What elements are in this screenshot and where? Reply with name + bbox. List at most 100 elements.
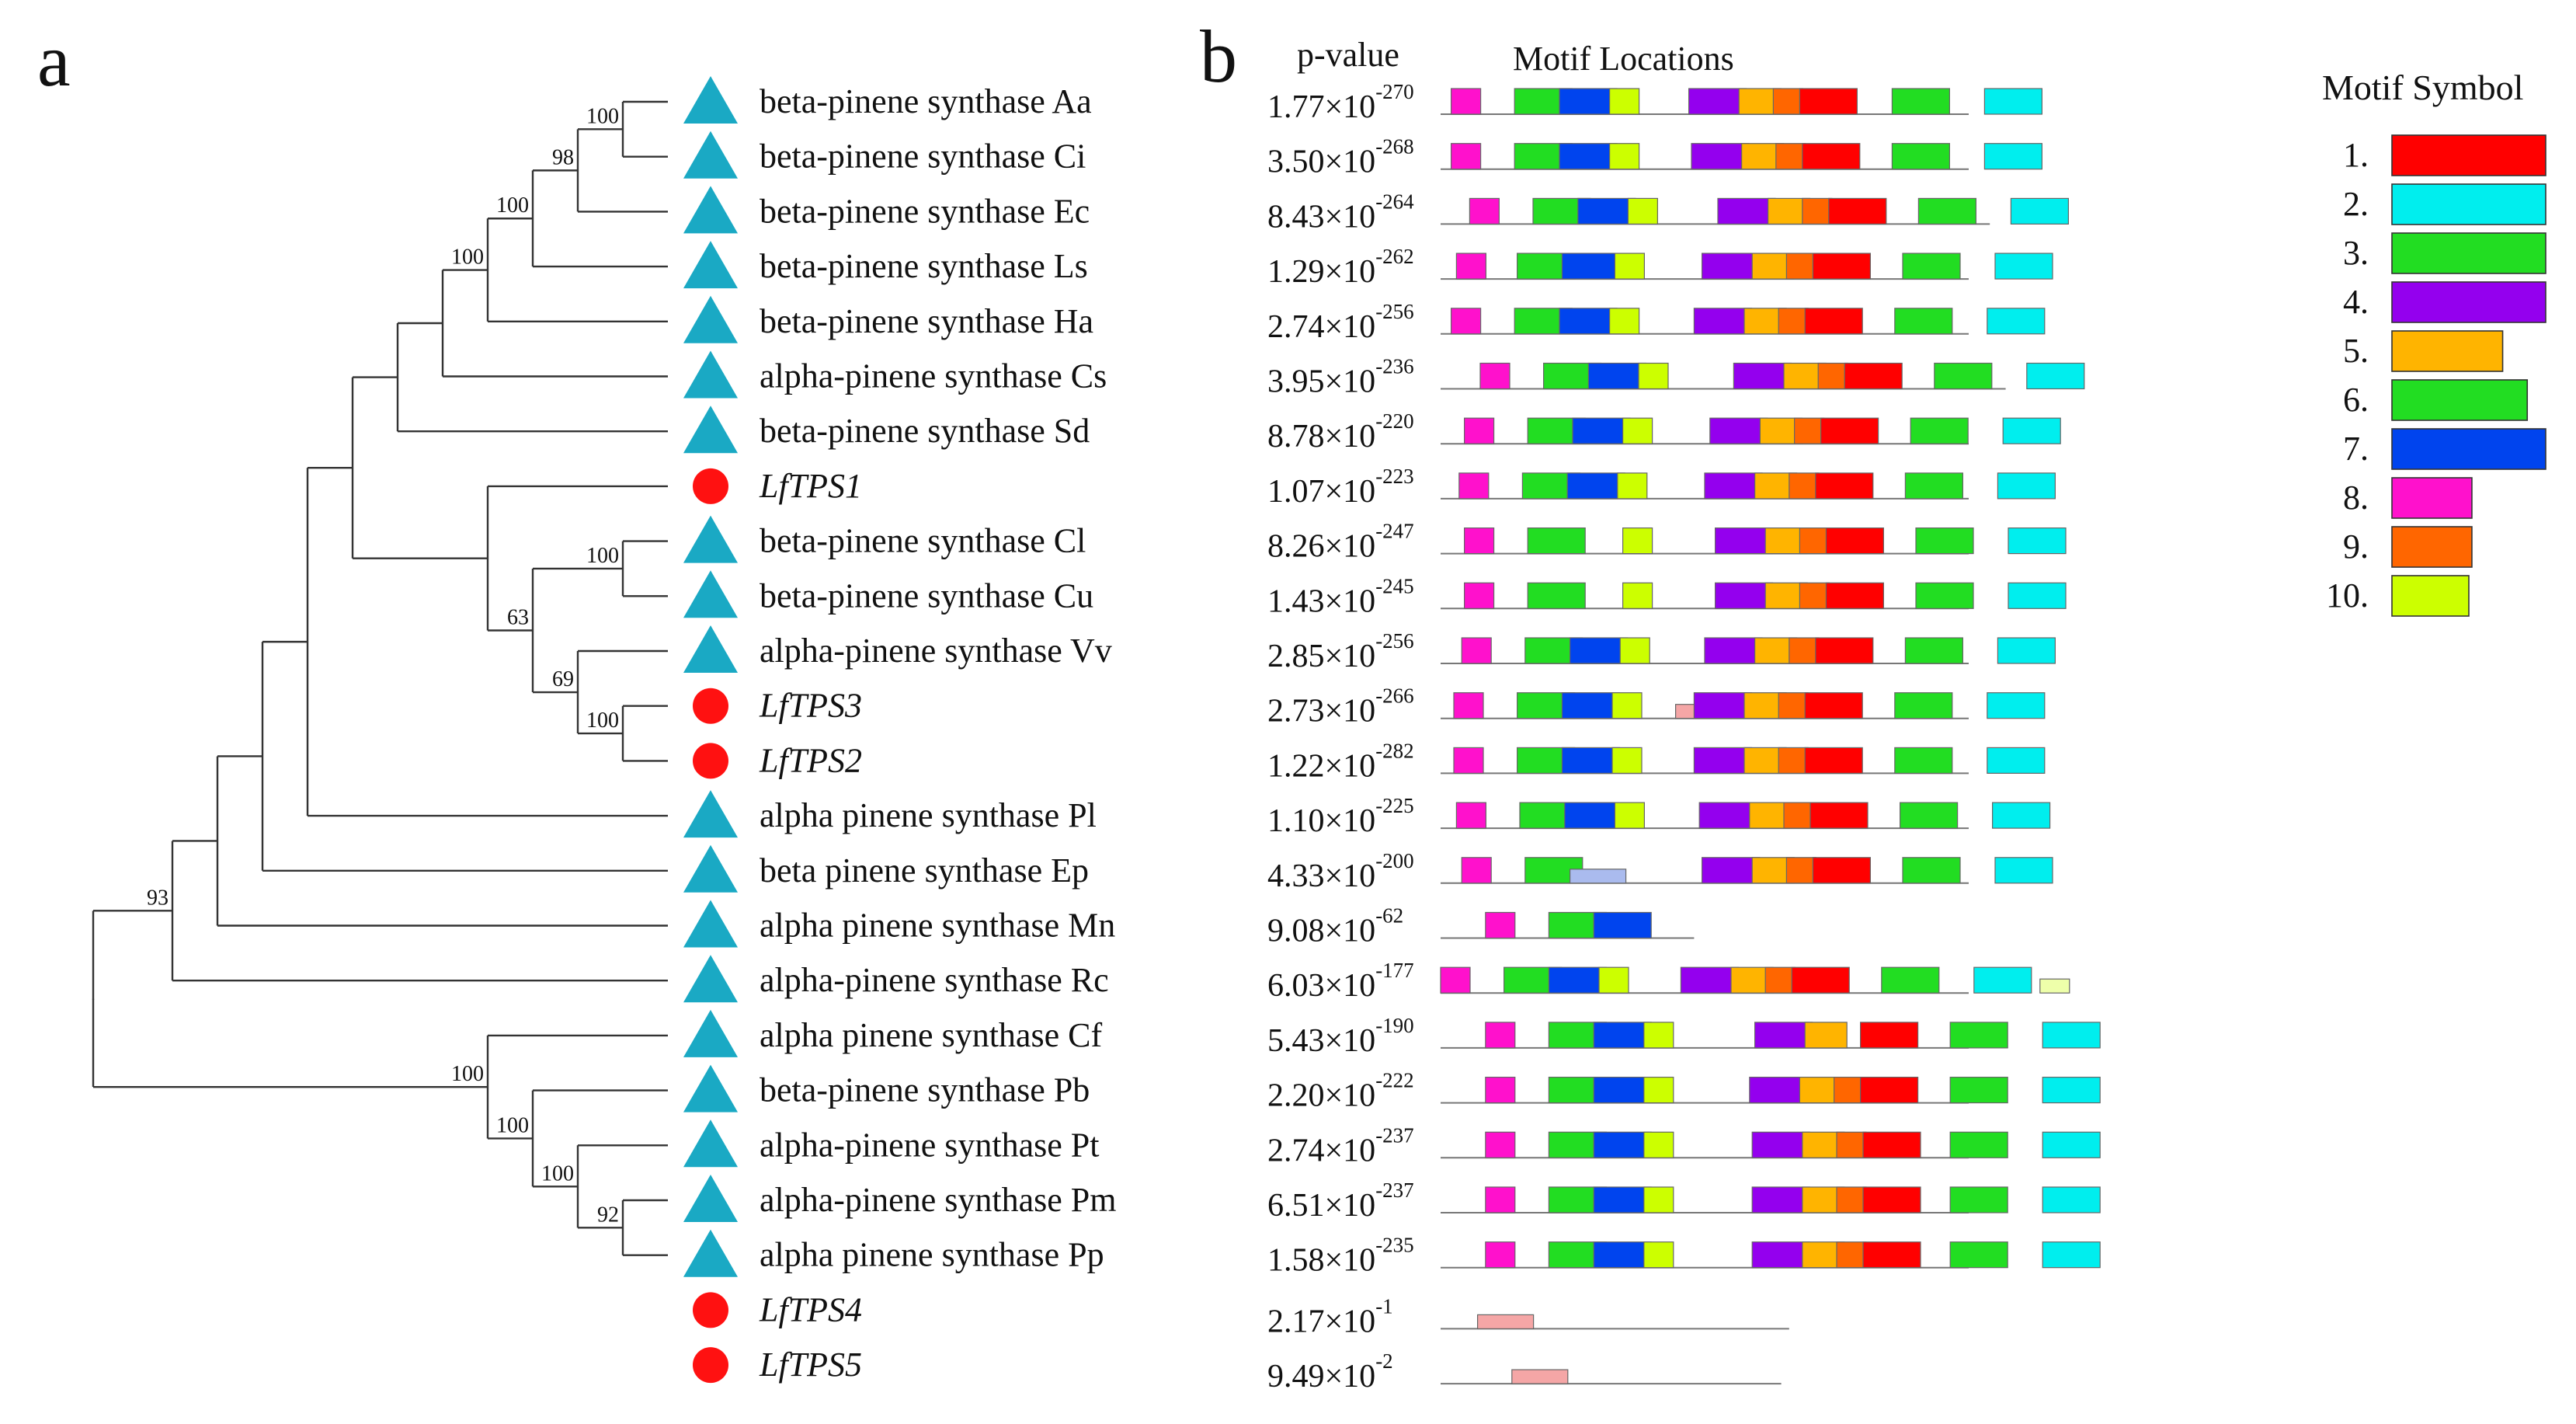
motif-block: [1994, 252, 2053, 280]
motif-legend-swatch: [2391, 330, 2504, 372]
triangle-marker-icon: [683, 1119, 738, 1168]
p-value-label: 9.49×10-2: [1267, 1349, 1393, 1394]
motif-block: [1622, 527, 1653, 555]
motif-block: [1715, 582, 1774, 609]
motif-block: [1617, 472, 1648, 500]
bootstrap-value: 98: [552, 145, 574, 169]
p-value-label: 2.85×10-256: [1267, 629, 1414, 674]
taxon-label: alpha pinene synthase Pp: [760, 1236, 1104, 1274]
triangle-marker-icon: [683, 1064, 738, 1112]
triangle-marker-icon: [683, 1009, 738, 1057]
motif-legend-label: 3.: [2343, 234, 2369, 272]
motif-block: [1593, 1022, 1652, 1049]
motif-block: [1453, 692, 1484, 719]
motif-block: [1450, 88, 1482, 115]
motif-block: [1643, 1131, 1674, 1158]
phylogenetic-tree: 100 98 100 100 100 100 69 63 93 92 100 100 100: [92, 100, 668, 1256]
motif-block: [1828, 197, 1887, 225]
taxon-label: beta-pinene synthase Cu: [760, 576, 1093, 615]
motif-block: [1643, 1076, 1674, 1104]
motif-legend-label: 2.: [2343, 185, 2369, 223]
motif-block: [1894, 747, 1953, 775]
bootstrap-value: 69: [552, 667, 574, 691]
motif-block: [1691, 143, 1750, 170]
motif-block: [1440, 966, 1471, 994]
bootstrap-value: 100: [451, 245, 484, 270]
motif-block: [1949, 1076, 2008, 1104]
motif-block: [1812, 857, 1871, 884]
motif-legend: 1. 2. 3. 4. 5. 6. 7. 8. 9. 10.: [2326, 134, 2546, 617]
bootstrap-value: 100: [541, 1161, 574, 1186]
taxa-labels: beta-pinene synthase Aa beta-pinene synth…: [683, 76, 1116, 1384]
motif-block: [1902, 252, 1961, 280]
circle-marker-icon: [693, 688, 728, 724]
motif-block: [1614, 802, 1645, 829]
taxon-label: beta-pinene synthase Ha: [760, 302, 1093, 340]
motif-block: [1983, 88, 2042, 115]
triangle-marker-icon: [683, 515, 738, 563]
motif-block: [1997, 472, 2056, 500]
motif-legend-swatch: [2391, 232, 2546, 274]
bootstrap-value: 92: [597, 1203, 619, 1227]
panel-label-b: b: [1200, 15, 1237, 98]
motif-block: [1643, 1186, 1674, 1213]
motif-legend-label: 1.: [2343, 136, 2369, 174]
motif-block: [2042, 1131, 2101, 1158]
motif-block: [1485, 1022, 1516, 1049]
motif-block: [1900, 802, 1959, 829]
motif-block: [1844, 362, 1903, 390]
motif-block: [1698, 802, 1757, 829]
taxon-label: alpha pinene synthase Mn: [760, 907, 1115, 945]
motif-block: [1569, 869, 1627, 884]
motif-block: [1794, 417, 1825, 444]
taxon-label: LfTPS2: [759, 741, 862, 779]
circle-marker-icon: [693, 743, 728, 779]
motif-block: [2042, 1022, 2101, 1049]
motif-block: [1815, 637, 1874, 664]
motif-block: [1461, 637, 1492, 664]
motif-legend-label: 5.: [2343, 332, 2369, 370]
motif-block: [1643, 1241, 1674, 1269]
motif-block: [1450, 308, 1482, 335]
triangle-marker-icon: [683, 295, 738, 343]
motif-block: [1749, 1076, 1808, 1104]
taxon-label: LfTPS4: [759, 1290, 862, 1328]
p-value-label: 6.51×10-237: [1267, 1179, 1414, 1224]
motif-block: [1463, 527, 1495, 555]
p-value-label: 3.95×10-236: [1267, 355, 1414, 400]
motif-block: [1891, 143, 1950, 170]
triangle-marker-icon: [683, 790, 738, 838]
p-value-label: 5.43×10-190: [1267, 1014, 1414, 1059]
taxon-label: alpha-pinene synthase Rc: [760, 961, 1109, 999]
triangle-marker-icon: [683, 406, 738, 454]
motif-block: [1836, 1186, 1867, 1213]
triangle-marker-icon: [683, 844, 738, 893]
motif-block: [1559, 88, 1618, 115]
motif-block: [1619, 637, 1650, 664]
motif-block: [1704, 637, 1763, 664]
taxon-label: beta-pinene synthase Cl: [760, 522, 1086, 560]
motif-block: [1860, 1022, 1919, 1049]
motif-block: [2042, 1186, 2101, 1213]
bootstrap-value: 100: [586, 104, 619, 128]
motif-block: [2008, 582, 2067, 609]
motif-block: [2039, 978, 2070, 994]
motif-block: [1997, 637, 2056, 664]
taxon-label: LfTPS3: [759, 687, 862, 725]
motif-block: [1778, 308, 1809, 335]
motif-block: [1783, 802, 1814, 829]
motif-block: [1577, 197, 1636, 225]
taxon-label: beta-pinene synthase Sd: [760, 412, 1090, 450]
motif-legend-label: 7.: [2343, 430, 2369, 468]
motif-block: [1598, 966, 1629, 994]
bootstrap-value: 100: [496, 193, 529, 218]
p-value-label: 4.33×10-200: [1267, 849, 1414, 894]
motif-block: [1559, 308, 1618, 335]
motif-block: [1987, 747, 2046, 775]
motif-block: [1910, 417, 1969, 444]
motif-legend-swatch: [2391, 183, 2546, 225]
circle-marker-icon: [693, 1292, 728, 1328]
motif-block: [1622, 582, 1653, 609]
motif-block: [2002, 417, 2061, 444]
triangle-marker-icon: [683, 1229, 738, 1277]
